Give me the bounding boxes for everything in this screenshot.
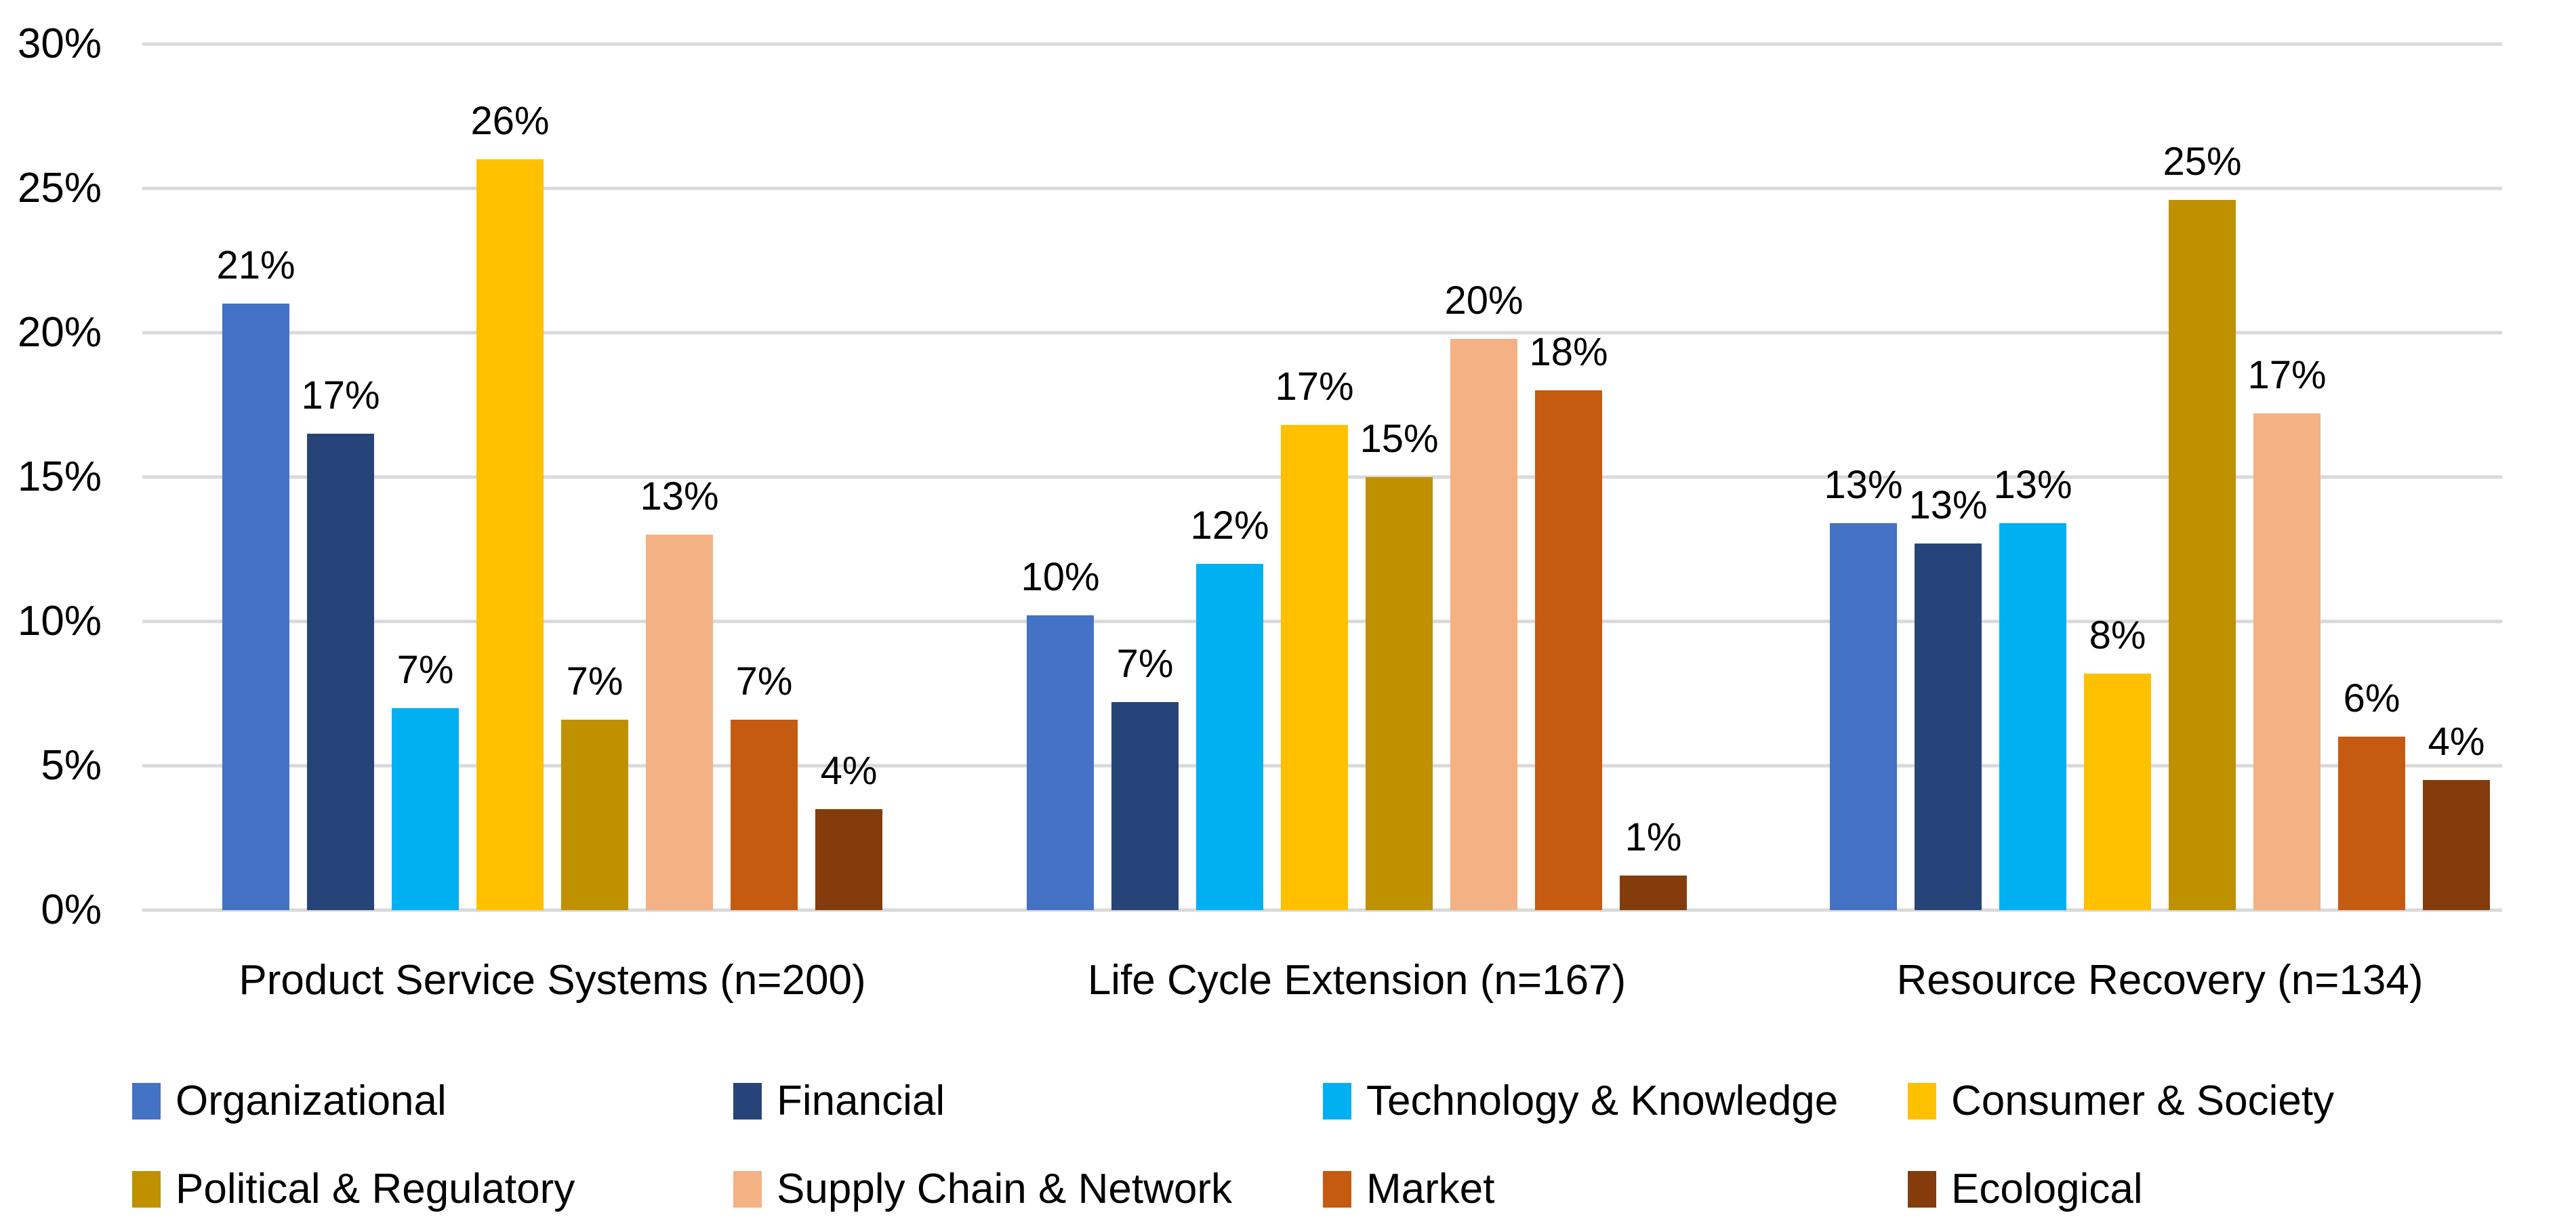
bar-organizational: 13% xyxy=(1824,465,1903,910)
bar-ecological: 4% xyxy=(2423,722,2490,910)
bar-value-label: 4% xyxy=(2428,720,2485,764)
legend-label: Financial xyxy=(777,1077,945,1124)
bar-value-label: 18% xyxy=(1529,330,1608,375)
bar-value-label: 17% xyxy=(1275,365,1354,409)
bar-value-label: 6% xyxy=(2343,676,2400,721)
bar-supply-chain-network: 17% xyxy=(2247,355,2327,910)
bar-value-label: 13% xyxy=(1993,463,2072,508)
gridline xyxy=(142,908,2502,912)
legend-item-market: Market xyxy=(1323,1167,1494,1212)
bar-value-label: 13% xyxy=(640,474,719,519)
gridline xyxy=(142,42,2502,46)
x-axis-category-label: Product Service Systems (n=200) xyxy=(239,957,866,1004)
legend-item-technology-knowledge: Technology & Knowledge xyxy=(1323,1079,1838,1124)
bar-market: 7% xyxy=(731,661,798,910)
legend-swatch-financial xyxy=(733,1083,762,1120)
y-axis-tick-label: 20% xyxy=(17,309,102,356)
y-axis-tick-label: 5% xyxy=(41,742,102,789)
y-axis-tick-label: 0% xyxy=(41,886,102,933)
legend-label: Technology & Knowledge xyxy=(1366,1077,1839,1124)
y-axis: 0% 5% 10% 15% 20% 25% 30% xyxy=(0,23,102,931)
bar-consumer-society: 26% xyxy=(470,101,550,910)
bar-group-product-service-systems-n-200: 21% 17% 7% 26% 7% 13% 7% 4% xyxy=(216,44,882,910)
bar-market: 18% xyxy=(1529,332,1608,910)
legend-item-ecological: Ecological xyxy=(1908,1167,2143,1212)
bar-market: 6% xyxy=(2338,678,2405,910)
bar-political-regulatory: 25% xyxy=(2163,142,2242,910)
x-axis-category-label: Life Cycle Extension (n=167) xyxy=(1087,957,1627,1004)
legend-swatch-political-regulatory xyxy=(132,1171,161,1208)
bar-supply-chain-network: 13% xyxy=(640,476,719,910)
y-axis-tick-label: 30% xyxy=(17,20,102,67)
x-axis-category-label: Resource Recovery (n=134) xyxy=(1896,957,2424,1004)
legend-item-political-regulatory: Political & Regulatory xyxy=(132,1167,575,1212)
bar-value-label: 15% xyxy=(1359,417,1439,461)
bar-value-label: 1% xyxy=(1624,815,1682,859)
legend-label: Organizational xyxy=(176,1077,447,1124)
bar-technology-knowledge: 13% xyxy=(1993,465,2072,910)
legend-swatch-market xyxy=(1323,1171,1351,1208)
bar-value-label: 17% xyxy=(2247,353,2327,398)
bar-value-label: 20% xyxy=(1444,278,1524,323)
bar-financial: 13% xyxy=(1908,485,1988,910)
bar-value-label: 10% xyxy=(1021,555,1100,600)
bar-consumer-society: 8% xyxy=(2084,615,2151,910)
bar-supply-chain-network: 20% xyxy=(1444,280,1524,910)
bar-value-label: 17% xyxy=(301,373,380,418)
legend-swatch-organizational xyxy=(132,1083,161,1120)
bar-value-label: 7% xyxy=(396,647,454,692)
bar-value-label: 7% xyxy=(1116,642,1174,686)
bar-value-label: 13% xyxy=(1908,482,1988,527)
legend-swatch-technology-knowledge xyxy=(1323,1083,1351,1120)
plot-area: 21% 17% 7% 26% 7% 13% 7% 4% 10% 7% 12% 17% 15% 20% 18%… xyxy=(142,42,2502,912)
legend-label: Supply Chain & Network xyxy=(777,1166,1232,1212)
legend-swatch-consumer-society xyxy=(1908,1083,1936,1120)
bar-organizational: 21% xyxy=(216,245,295,910)
legend-swatch-supply-chain-network xyxy=(733,1171,762,1208)
bar-value-label: 25% xyxy=(2163,140,2242,184)
legend-swatch-ecological xyxy=(1908,1171,1936,1208)
gridline xyxy=(142,186,2502,190)
y-axis-tick-label: 25% xyxy=(17,165,102,211)
bar-group-life-cycle-extension-n-167: 10% 7% 12% 17% 15% 20% 18% 1% xyxy=(1021,44,1687,910)
bar-technology-knowledge: 7% xyxy=(392,649,459,910)
bar-consumer-society: 17% xyxy=(1275,367,1354,910)
legend-label: Market xyxy=(1366,1166,1495,1212)
bar-value-label: 26% xyxy=(470,99,550,144)
legend-item-organizational: Organizational xyxy=(132,1079,447,1124)
bar-financial: 17% xyxy=(301,375,380,910)
bar-value-label: 4% xyxy=(820,748,878,793)
y-axis-tick-label: 15% xyxy=(17,453,102,500)
bar-value-label: 21% xyxy=(216,243,295,288)
bar-technology-knowledge: 12% xyxy=(1190,505,1269,910)
bar-group-resource-recovery-n-134: 13% 13% 13% 8% 25% 17% 6% 4% xyxy=(1824,44,2490,910)
bar-political-regulatory: 7% xyxy=(561,661,628,910)
y-axis-tick-label: 10% xyxy=(17,598,102,644)
legend-label: Consumer & Society xyxy=(1951,1077,2335,1124)
bar-value-label: 7% xyxy=(735,659,793,703)
gridline xyxy=(142,331,2502,335)
legend-item-supply-chain-network: Supply Chain & Network xyxy=(733,1167,1232,1212)
bar-value-label: 13% xyxy=(1824,463,1903,508)
bar-value-label: 8% xyxy=(2089,613,2146,657)
bar-financial: 7% xyxy=(1111,644,1179,910)
bar-organizational: 10% xyxy=(1021,557,1100,910)
bar-ecological: 1% xyxy=(1620,817,1687,910)
bar-value-label: 12% xyxy=(1190,503,1269,548)
legend-label: Political & Regulatory xyxy=(176,1166,575,1212)
legend-item-consumer-society: Consumer & Society xyxy=(1908,1079,2334,1124)
bar-ecological: 4% xyxy=(815,750,882,910)
bar-value-label: 7% xyxy=(566,659,623,703)
bar-political-regulatory: 15% xyxy=(1359,419,1439,910)
legend-label: Ecological xyxy=(1951,1166,2143,1212)
legend-item-financial: Financial xyxy=(733,1079,945,1124)
